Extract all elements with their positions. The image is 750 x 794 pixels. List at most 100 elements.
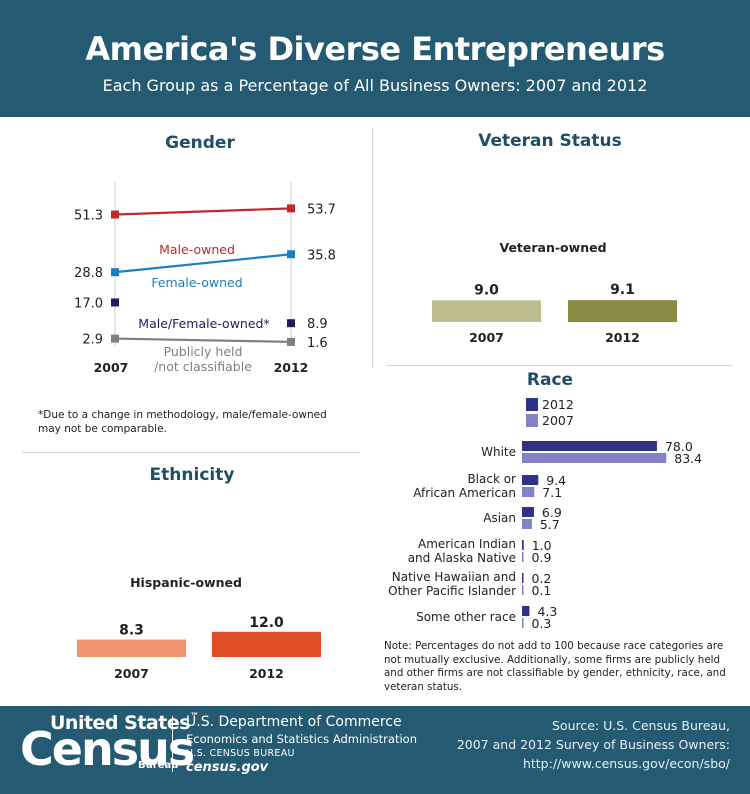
right-horizontal-divider (386, 365, 732, 366)
race-category-black-line2: African American (413, 486, 516, 500)
department-name: U.S. Department of Commerce (186, 714, 402, 730)
race-value-native-hawaiian-2012: 0.2 (532, 571, 552, 586)
ethnicity-value-2007: 8.3 (119, 623, 144, 639)
ethnicity-category-label: Hispanic-owned (130, 575, 242, 590)
header-banner: America's Diverse Entrepreneurs Each Gro… (0, 0, 750, 117)
race-category-black-line1: Black or (467, 472, 516, 486)
race-category-american-indian-line2: and Alaska Native (408, 551, 516, 565)
source-url[interactable]: http://www.census.gov/econ/sbo/ (522, 756, 730, 771)
ethnicity-panel-title: Ethnicity (149, 465, 235, 485)
race-value-american-indian-2007: 0.9 (532, 550, 552, 565)
veteran-bar-2012 (568, 300, 677, 322)
veteran-bar-chart: Veteran-owned 9.0 2007 9.1 2012 (432, 240, 677, 345)
gender-footnote: *Due to a change in methodology, male/fe… (38, 409, 327, 435)
gender-point-female-2007 (111, 268, 119, 277)
race-legend-label-2007: 2007 (542, 413, 574, 428)
race-category-white: White (481, 445, 516, 459)
gender-point-malefemale-2012 (287, 319, 295, 328)
race-value-american-indian-2012: 1.0 (532, 538, 552, 553)
veteran-category-label: Veteran-owned (499, 240, 606, 255)
census-website-link[interactable]: census.gov (186, 760, 269, 775)
race-panel-title: Race (526, 370, 574, 390)
veteran-value-2007: 9.0 (474, 282, 499, 298)
race-value-native-hawaiian-2007: 0.1 (532, 583, 552, 598)
gender-value-male-2007: 51.3 (74, 209, 103, 224)
race-category-native-hawaiian-line1: Native Hawaiian and (392, 570, 516, 584)
race-note: Note: Percentages do not add to 100 beca… (384, 640, 726, 693)
race-value-other-2007: 0.3 (532, 616, 552, 631)
gender-value-female-2012: 35.8 (307, 248, 336, 263)
logo-top-text: United States (50, 712, 191, 734)
page-title: America's Diverse Entrepreneurs (85, 30, 665, 68)
race-bar-native-hawaiian-2007 (522, 585, 524, 595)
ethnicity-value-2012: 12.0 (249, 615, 284, 631)
gender-line-female (114, 253, 292, 274)
ethnicity-year-2012: 2012 (249, 666, 284, 681)
race-bar-other-2007 (522, 618, 524, 628)
source-citation: Source: U.S. Census Bureau, 2007 and 201… (400, 716, 730, 773)
race-value-white-2012: 78.0 (665, 439, 693, 454)
gender-point-malefemale-2007 (111, 298, 119, 307)
gender-panel-title: Gender (165, 133, 235, 153)
veteran-bar-2007 (432, 300, 541, 322)
race-bar-asian-2012 (522, 507, 534, 517)
census-logo: Census (20, 722, 195, 776)
race-bar-white-2007 (522, 453, 667, 463)
footer (0, 706, 750, 794)
veteran-panel-title: Veteran Status (478, 131, 622, 151)
gender-line-public (114, 337, 292, 343)
gender-value-public-2007: 2.9 (82, 333, 103, 348)
gender-series-name-public: Publicly held/not classifiable (154, 344, 252, 374)
gender-line-male (114, 207, 292, 216)
gender-point-male-2007 (111, 210, 119, 219)
veteran-year-2012: 2012 (605, 330, 640, 345)
vertical-divider (372, 128, 373, 368)
gender-value-public-2012: 1.6 (307, 336, 328, 351)
gender-point-public-2012 (287, 337, 295, 346)
page-subtitle: Each Group as a Percentage of All Busine… (102, 76, 648, 95)
veteran-value-2012: 9.1 (610, 282, 635, 298)
gender-value-malefemale-2012: 8.9 (307, 317, 328, 332)
gender-series-name-male: Male-owned (159, 242, 235, 257)
ethnicity-bar-2007 (77, 639, 186, 657)
race-bar-native-hawaiian-2012 (522, 573, 524, 583)
gender-x-tick-2007: 2007 (94, 360, 129, 375)
gender-series-name-malefemale: Male/Female-owned* (138, 316, 269, 331)
department-subname: Economics and Statistics Administration (186, 732, 417, 746)
ethnicity-year-2007: 2007 (114, 666, 149, 681)
bureau-name: U.S. CENSUS BUREAU (186, 748, 295, 759)
race-value-asian-2012: 6.9 (542, 505, 562, 520)
race-bar-american-indian-2012 (522, 540, 524, 550)
ethnicity-bar-2012 (212, 631, 321, 657)
race-value-white-2007: 83.4 (674, 451, 702, 466)
left-horizontal-divider (22, 452, 360, 453)
race-legend-swatch-2012 (526, 398, 538, 411)
gender-point-female-2012 (287, 250, 295, 259)
census-logo-top: United States™ (50, 712, 199, 734)
race-bar-asian-2007 (522, 519, 532, 529)
footer-separator (172, 716, 173, 772)
race-value-black-2007: 7.1 (542, 485, 562, 500)
race-category-other: Some other race (416, 610, 516, 624)
race-value-asian-2007: 5.7 (540, 517, 560, 532)
race-bar-black-2007 (522, 487, 535, 497)
logo-tm: ™ (190, 712, 199, 722)
race-value-other-2012: 4.3 (537, 604, 557, 619)
gender-line-chart: 51.3 53.7 Male-owned 28.8 35.8 Female-owned 17… (74, 182, 336, 375)
gender-series-name-female: Female-owned (151, 275, 242, 290)
census-logo-bureau: Bureau (138, 760, 179, 771)
race-category-asian: Asian (483, 511, 516, 525)
race-legend-label-2012: 2012 (542, 397, 574, 412)
ethnicity-bar-chart: Hispanic-owned 8.3 2007 12.0 2012 (77, 575, 321, 681)
race-category-native-hawaiian-line2: Other Pacific Islander (388, 584, 516, 598)
gender-x-tick-2012: 2012 (274, 360, 309, 375)
gender-value-male-2012: 53.7 (307, 202, 336, 217)
race-category-american-indian-line1: American Indian (418, 537, 516, 551)
race-bar-other-2012 (522, 606, 530, 616)
gender-value-malefemale-2007: 17.0 (74, 296, 103, 311)
source-line-1: Source: U.S. Census Bureau, (552, 718, 730, 733)
gender-value-female-2007: 28.8 (74, 266, 103, 281)
gender-point-public-2007 (111, 334, 119, 343)
